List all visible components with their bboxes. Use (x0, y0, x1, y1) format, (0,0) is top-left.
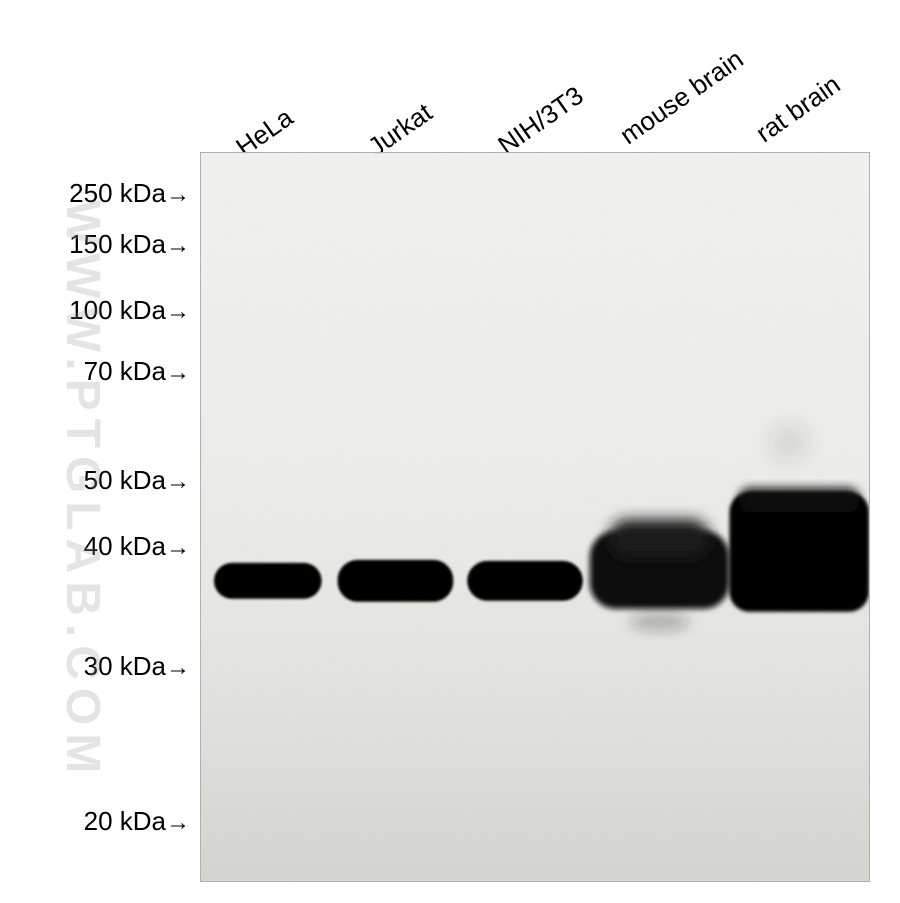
mw-marker-text: 30 kDa (84, 651, 166, 681)
mw-marker-6: 30 kDa→ (84, 651, 190, 682)
arrow-right-icon: → (166, 809, 190, 837)
smudge-0 (630, 612, 690, 632)
mw-marker-1: 150 kDa→ (69, 229, 190, 260)
arrow-right-icon: → (166, 654, 190, 682)
lane-label-4: rat brain (750, 69, 846, 149)
lane-label-3: mouse brain (614, 44, 749, 151)
mw-marker-text: 100 kDa (69, 295, 166, 325)
mw-marker-5: 40 kDa→ (84, 531, 190, 562)
band-lane1-1 (338, 560, 454, 602)
mw-labels-container: 250 kDa→150 kDa→100 kDa→70 kDa→50 kDa→40… (0, 0, 190, 903)
mw-marker-text: 150 kDa (69, 229, 166, 259)
band-lane2-2 (467, 561, 583, 601)
blot-svg (201, 153, 869, 881)
mw-marker-text: 50 kDa (84, 465, 166, 495)
smudge-1 (769, 422, 809, 462)
arrow-right-icon: → (166, 359, 190, 387)
arrow-right-icon: → (166, 534, 190, 562)
mw-marker-text: 70 kDa (84, 356, 166, 386)
band-lane0-0 (214, 563, 322, 599)
arrow-right-icon: → (166, 232, 190, 260)
mw-marker-3: 70 kDa→ (84, 356, 190, 387)
lane-label-2: NIH/3T3 (492, 80, 589, 161)
band-lane3-4 (610, 519, 710, 557)
mw-marker-text: 40 kDa (84, 531, 166, 561)
mw-marker-text: 20 kDa (84, 806, 166, 836)
band-lane4-6 (739, 488, 859, 512)
mw-marker-0: 250 kDa→ (69, 178, 190, 209)
mw-marker-text: 250 kDa (69, 178, 166, 208)
mw-marker-2: 100 kDa→ (69, 295, 190, 326)
blot-membrane (200, 152, 870, 882)
mw-marker-4: 50 kDa→ (84, 465, 190, 496)
arrow-right-icon: → (166, 468, 190, 496)
mw-marker-7: 20 kDa→ (84, 806, 190, 837)
arrow-right-icon: → (166, 298, 190, 326)
arrow-right-icon: → (166, 181, 190, 209)
